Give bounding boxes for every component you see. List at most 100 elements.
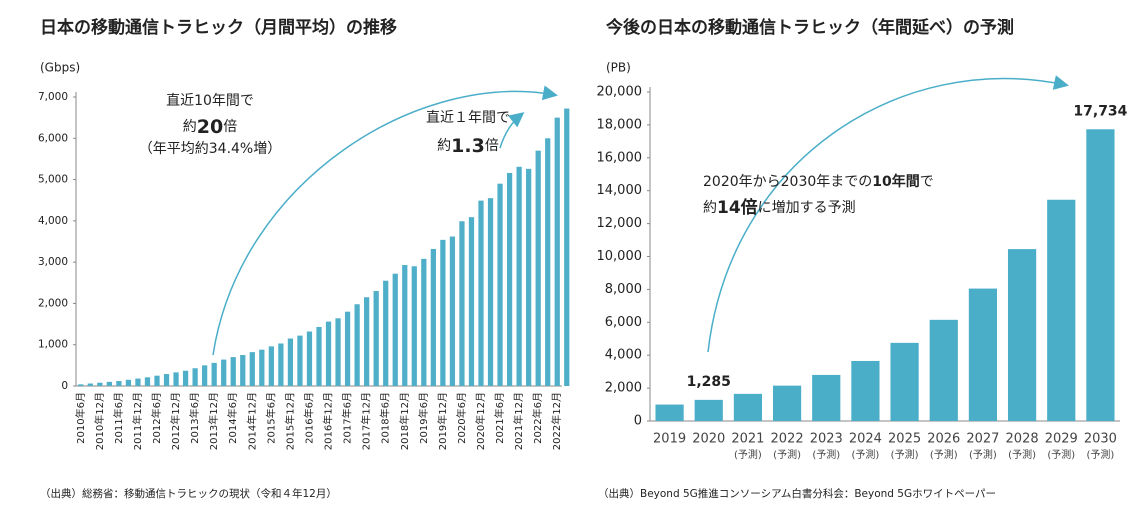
x-tick-label: 2028 bbox=[1006, 432, 1039, 447]
y-tick-label: 4,000 bbox=[38, 215, 68, 227]
x-tick-sublabel: (予測) bbox=[1047, 448, 1075, 461]
y-tick-label: 8,000 bbox=[605, 282, 642, 297]
x-tick-label: 2013年12月 bbox=[207, 392, 220, 450]
bar bbox=[535, 150, 541, 386]
annotation: 約14倍に増加する予測 bbox=[703, 197, 856, 218]
bar bbox=[316, 326, 322, 386]
bar bbox=[211, 362, 217, 386]
x-tick-label: 2016年6月 bbox=[302, 392, 315, 444]
bar bbox=[733, 393, 763, 421]
y-tick-label: 16,000 bbox=[597, 150, 643, 165]
bar bbox=[392, 273, 398, 386]
bar bbox=[694, 399, 723, 421]
bar bbox=[430, 248, 436, 386]
annotation-part: 直近10年間で bbox=[166, 92, 254, 109]
arrow bbox=[707, 75, 1069, 353]
bar bbox=[655, 404, 684, 421]
bar bbox=[344, 311, 351, 386]
x-tick-label: 2014年6月 bbox=[226, 392, 239, 444]
x-tick-label: 2022年6月 bbox=[531, 392, 544, 444]
x-tick-label: 2019 bbox=[653, 432, 686, 447]
bar bbox=[812, 374, 841, 421]
bar bbox=[249, 352, 255, 386]
bar bbox=[202, 365, 208, 386]
annotation-part: 1.3 bbox=[451, 135, 485, 157]
bar bbox=[154, 375, 160, 386]
bar bbox=[564, 108, 570, 386]
x-tick-label: 2013年6月 bbox=[188, 392, 201, 444]
y-tick-label: 7,000 bbox=[38, 91, 68, 103]
y-tick-label: 14,000 bbox=[597, 183, 643, 198]
bar bbox=[890, 342, 919, 421]
bar bbox=[325, 321, 332, 386]
bar bbox=[421, 258, 427, 386]
y-tick-label: 0 bbox=[634, 414, 642, 429]
bar bbox=[97, 382, 103, 386]
x-tick-label: 2020年12月 bbox=[474, 392, 487, 450]
y-tick-label: 20,000 bbox=[597, 85, 643, 100]
bar bbox=[135, 378, 141, 386]
x-tick-label: 2016年12月 bbox=[322, 392, 335, 450]
x-tick-label: 2021 bbox=[731, 432, 764, 447]
bar bbox=[1007, 249, 1037, 421]
x-tick-sublabel: (予測) bbox=[891, 448, 919, 461]
x-tick-label: 2025 bbox=[888, 432, 921, 447]
bar bbox=[516, 166, 522, 386]
y-axis-label: (PB) bbox=[606, 61, 631, 75]
x-tick-label: 2010年12月 bbox=[93, 392, 106, 450]
bar bbox=[545, 138, 551, 386]
x-tick-label: 2011年6月 bbox=[112, 392, 125, 444]
x-tick-label: 2022 bbox=[771, 432, 804, 447]
bar bbox=[144, 377, 151, 386]
bar bbox=[230, 357, 236, 386]
bar bbox=[268, 346, 274, 386]
x-tick-sublabel: (予測) bbox=[773, 448, 801, 461]
bar bbox=[173, 372, 179, 386]
x-tick-label: 2017年6月 bbox=[341, 392, 354, 444]
y-tick-label: 6,000 bbox=[38, 132, 68, 144]
x-tick-label: 2020年6月 bbox=[455, 392, 468, 444]
x-tick-label: 2018年12月 bbox=[398, 392, 411, 450]
y-tick-label: 3,000 bbox=[38, 256, 68, 268]
y-tick-label: 4,000 bbox=[605, 348, 642, 363]
annotation-part: 倍 bbox=[223, 119, 237, 135]
y-tick-label: 2,000 bbox=[38, 297, 68, 309]
data-label: 1,285 bbox=[687, 374, 731, 390]
bar bbox=[364, 297, 370, 386]
x-tick-label: 2014年12月 bbox=[245, 392, 258, 450]
annotation-part: 倍 bbox=[485, 138, 499, 154]
bar bbox=[1047, 199, 1076, 421]
bar bbox=[459, 221, 465, 386]
bar bbox=[306, 331, 313, 386]
bar bbox=[526, 168, 532, 386]
x-tick-label: 2022年12月 bbox=[550, 392, 563, 450]
bar bbox=[240, 355, 246, 386]
x-tick-sublabel: (予測) bbox=[1087, 448, 1115, 461]
x-tick-label: 2017年12月 bbox=[360, 392, 373, 450]
bar bbox=[354, 304, 360, 386]
annotation-part: 2020年から2030年までの bbox=[703, 174, 872, 190]
source: （出典）Beyond 5G推進コンソーシアム白書分科会：Beyond 5Gホワイ… bbox=[598, 487, 996, 500]
y-tick-label: 10,000 bbox=[597, 249, 643, 264]
bar bbox=[287, 338, 294, 386]
annotation: 直近10年間で bbox=[166, 92, 254, 109]
bar bbox=[221, 359, 227, 386]
bar bbox=[851, 360, 880, 421]
x-tick-sublabel: (予測) bbox=[930, 448, 958, 461]
data-label: 17,734 bbox=[1073, 103, 1127, 119]
bar bbox=[163, 374, 170, 386]
x-tick-label: 2010年6月 bbox=[74, 392, 87, 444]
bar bbox=[402, 265, 408, 386]
arrow bbox=[499, 112, 525, 149]
bar bbox=[87, 383, 93, 386]
chart-title: 今後の日本の移動通信トラヒック（年間延べ）の予測 bbox=[606, 17, 1014, 38]
bar bbox=[929, 319, 958, 421]
x-tick-sublabel: (予測) bbox=[812, 448, 840, 461]
x-tick-label: 2018年6月 bbox=[379, 392, 392, 444]
x-tick-label: 2015年12月 bbox=[283, 392, 296, 450]
y-tick-label: 18,000 bbox=[597, 117, 643, 132]
bar bbox=[440, 239, 446, 386]
x-tick-label: 2021年12月 bbox=[512, 392, 525, 450]
annotation-part: （年平均約34.4%増） bbox=[139, 141, 281, 157]
